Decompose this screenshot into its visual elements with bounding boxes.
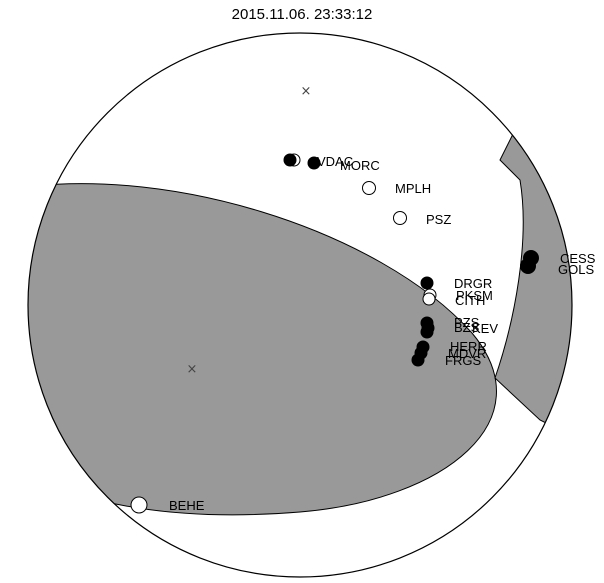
station-behe: BEHE <box>130 496 205 514</box>
station-behe-label: BEHE <box>169 498 205 513</box>
stereonet-boundary <box>27 32 573 578</box>
upper-axis-marker: × <box>301 84 312 99</box>
station-psz-label: PSZ <box>426 212 451 227</box>
station-drgr-label: DRGR <box>454 276 492 291</box>
station-vdac-ring <box>287 153 301 167</box>
station-kev-marker <box>420 325 434 339</box>
station-frgs: FRGS <box>411 353 481 368</box>
station-psz: PSZ <box>393 211 451 227</box>
station-morc: MORC <box>340 158 380 173</box>
station-drgr-marker <box>420 276 434 290</box>
station-drgr: DRGR <box>420 276 492 291</box>
station-mdvr-label: MDVR <box>448 346 486 361</box>
station-mplh-label: MPLH <box>395 181 431 196</box>
station-vdac: VDAC <box>283 153 353 170</box>
station-psz-marker <box>393 211 407 225</box>
station-frgs-marker <box>411 353 425 367</box>
station-vdac-marker <box>283 153 297 167</box>
station-cith-label: CITH <box>455 293 485 308</box>
station-gols-marker <box>520 258 536 274</box>
station-bzs-label: BZS <box>454 320 480 335</box>
station-pzs-label: PZS <box>454 315 480 330</box>
station-cith: CITH <box>422 292 485 308</box>
station-gols-label: GOLS <box>558 262 594 277</box>
station-cess-label: CESS <box>560 251 596 266</box>
station-vdac-label: VDAC <box>317 154 353 169</box>
plot-title: 2015.11.06. 23:33:12 <box>231 6 373 23</box>
station-vdac-marker-1 <box>307 156 321 170</box>
station-morc-label: MORC <box>340 158 380 173</box>
station-behe-marker <box>130 496 148 514</box>
station-mplh-marker <box>362 181 376 195</box>
lower-axis-marker: × <box>187 362 198 377</box>
station-gols: GOLS <box>520 258 594 277</box>
compressional-quadrant-left <box>28 183 497 516</box>
station-pksm-label: PKSM <box>456 288 493 303</box>
station-frgs-label: FRGS <box>445 353 481 368</box>
station-kev-label: KEV <box>472 321 498 336</box>
station-kev: KEV <box>420 321 498 339</box>
station-cith-marker <box>422 292 436 306</box>
station-herr-label: HERR <box>450 339 487 354</box>
station-mplh: MPLH <box>362 181 431 196</box>
